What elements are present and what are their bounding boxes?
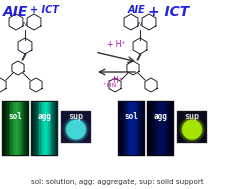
Bar — [149, 102, 150, 155]
Bar — [38, 102, 39, 155]
Circle shape — [64, 118, 88, 141]
Bar — [166, 102, 167, 155]
Bar — [152, 102, 154, 155]
Bar — [120, 102, 121, 155]
Bar — [26, 102, 27, 155]
Text: $^+$HN: $^+$HN — [102, 81, 116, 91]
Bar — [22, 102, 24, 155]
Bar — [2, 101, 29, 156]
Circle shape — [63, 116, 89, 143]
Bar — [159, 102, 161, 155]
Bar — [55, 102, 56, 155]
Bar — [31, 101, 58, 156]
Text: sup: sup — [184, 112, 200, 121]
Bar — [16, 102, 17, 155]
Bar — [164, 102, 166, 155]
Bar — [147, 102, 149, 155]
Bar — [2, 102, 4, 155]
Bar — [48, 102, 50, 155]
Bar — [137, 102, 138, 155]
Bar — [27, 102, 29, 155]
Bar — [41, 102, 43, 155]
Bar — [118, 101, 145, 156]
Bar — [172, 102, 174, 155]
Bar — [140, 102, 142, 155]
Bar — [53, 102, 55, 155]
Text: sol: sol — [125, 112, 138, 121]
Bar — [169, 102, 171, 155]
Bar — [4, 102, 5, 155]
Circle shape — [182, 120, 202, 139]
Bar — [125, 102, 126, 155]
Bar — [135, 102, 137, 155]
Bar — [56, 102, 58, 155]
Text: N: N — [23, 22, 27, 26]
Text: - H⁺: - H⁺ — [109, 76, 124, 85]
Bar — [14, 102, 16, 155]
Bar — [157, 102, 159, 155]
Bar — [61, 111, 91, 143]
Bar — [33, 102, 34, 155]
Bar — [5, 102, 7, 155]
Bar — [121, 102, 123, 155]
Bar — [177, 111, 207, 143]
Bar — [130, 102, 132, 155]
Text: + H⁺: + H⁺ — [107, 40, 125, 49]
Circle shape — [180, 118, 204, 141]
Bar — [34, 102, 36, 155]
Bar — [162, 102, 164, 155]
Bar — [128, 102, 130, 155]
Bar — [39, 102, 41, 155]
Bar — [132, 102, 133, 155]
Bar — [167, 102, 169, 155]
Bar — [50, 102, 51, 155]
Text: N: N — [138, 22, 142, 26]
Bar — [138, 102, 140, 155]
Text: + ICT: + ICT — [148, 5, 189, 19]
Text: sup: sup — [68, 112, 83, 121]
Bar — [133, 102, 135, 155]
Bar — [51, 102, 53, 155]
Bar — [44, 102, 46, 155]
Bar — [12, 102, 14, 155]
Bar — [36, 102, 38, 155]
Bar — [7, 102, 9, 155]
Bar — [155, 102, 157, 155]
Bar — [154, 102, 155, 155]
Circle shape — [65, 119, 87, 140]
Text: sol: solution, agg: aggregate, sup: solid support: sol: solution, agg: aggregate, sup: soli… — [31, 179, 203, 185]
Bar — [43, 102, 44, 155]
Bar — [142, 102, 143, 155]
Bar — [24, 102, 26, 155]
Text: agg: agg — [153, 112, 167, 121]
Circle shape — [181, 119, 203, 140]
Text: AIE: AIE — [128, 5, 146, 15]
Text: AIE: AIE — [3, 5, 28, 19]
Bar — [31, 102, 33, 155]
Circle shape — [66, 120, 86, 139]
Bar — [10, 102, 12, 155]
Bar — [126, 102, 128, 155]
Bar — [123, 102, 125, 155]
Text: agg: agg — [38, 112, 51, 121]
Text: sol: sol — [8, 112, 22, 121]
Circle shape — [179, 116, 205, 143]
Text: + ICT: + ICT — [30, 5, 59, 15]
Bar — [46, 102, 48, 155]
Bar — [118, 102, 120, 155]
Bar — [161, 102, 162, 155]
Bar — [9, 102, 10, 155]
Bar — [147, 101, 174, 156]
Bar — [143, 102, 145, 155]
Bar — [19, 102, 21, 155]
Bar — [21, 102, 22, 155]
Bar — [150, 102, 152, 155]
Bar — [17, 102, 19, 155]
Bar — [171, 102, 172, 155]
